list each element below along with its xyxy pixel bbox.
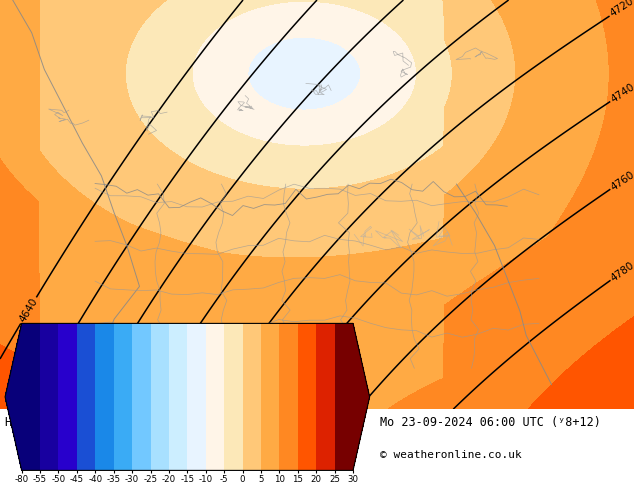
Text: 4680: 4680 [94, 363, 116, 391]
Text: 4660: 4660 [27, 378, 49, 406]
Text: 4720: 4720 [609, 0, 634, 19]
Text: Height/Temp. 1 hPa [gdmp][°C] GFS: Height/Temp. 1 hPa [gdmp][°C] GFS [5, 416, 240, 429]
Text: 4640: 4640 [18, 296, 39, 324]
Text: © weatheronline.co.uk: © weatheronline.co.uk [380, 450, 522, 460]
Text: 4760: 4760 [609, 169, 634, 192]
PathPatch shape [353, 323, 370, 470]
Text: Mo 23-09-2024 06:00 UTC (ʸ8+12): Mo 23-09-2024 06:00 UTC (ʸ8+12) [380, 416, 601, 429]
PathPatch shape [5, 323, 22, 470]
Text: 4780: 4780 [609, 260, 634, 283]
Text: 4700: 4700 [143, 383, 165, 410]
Text: 4740: 4740 [609, 82, 634, 104]
